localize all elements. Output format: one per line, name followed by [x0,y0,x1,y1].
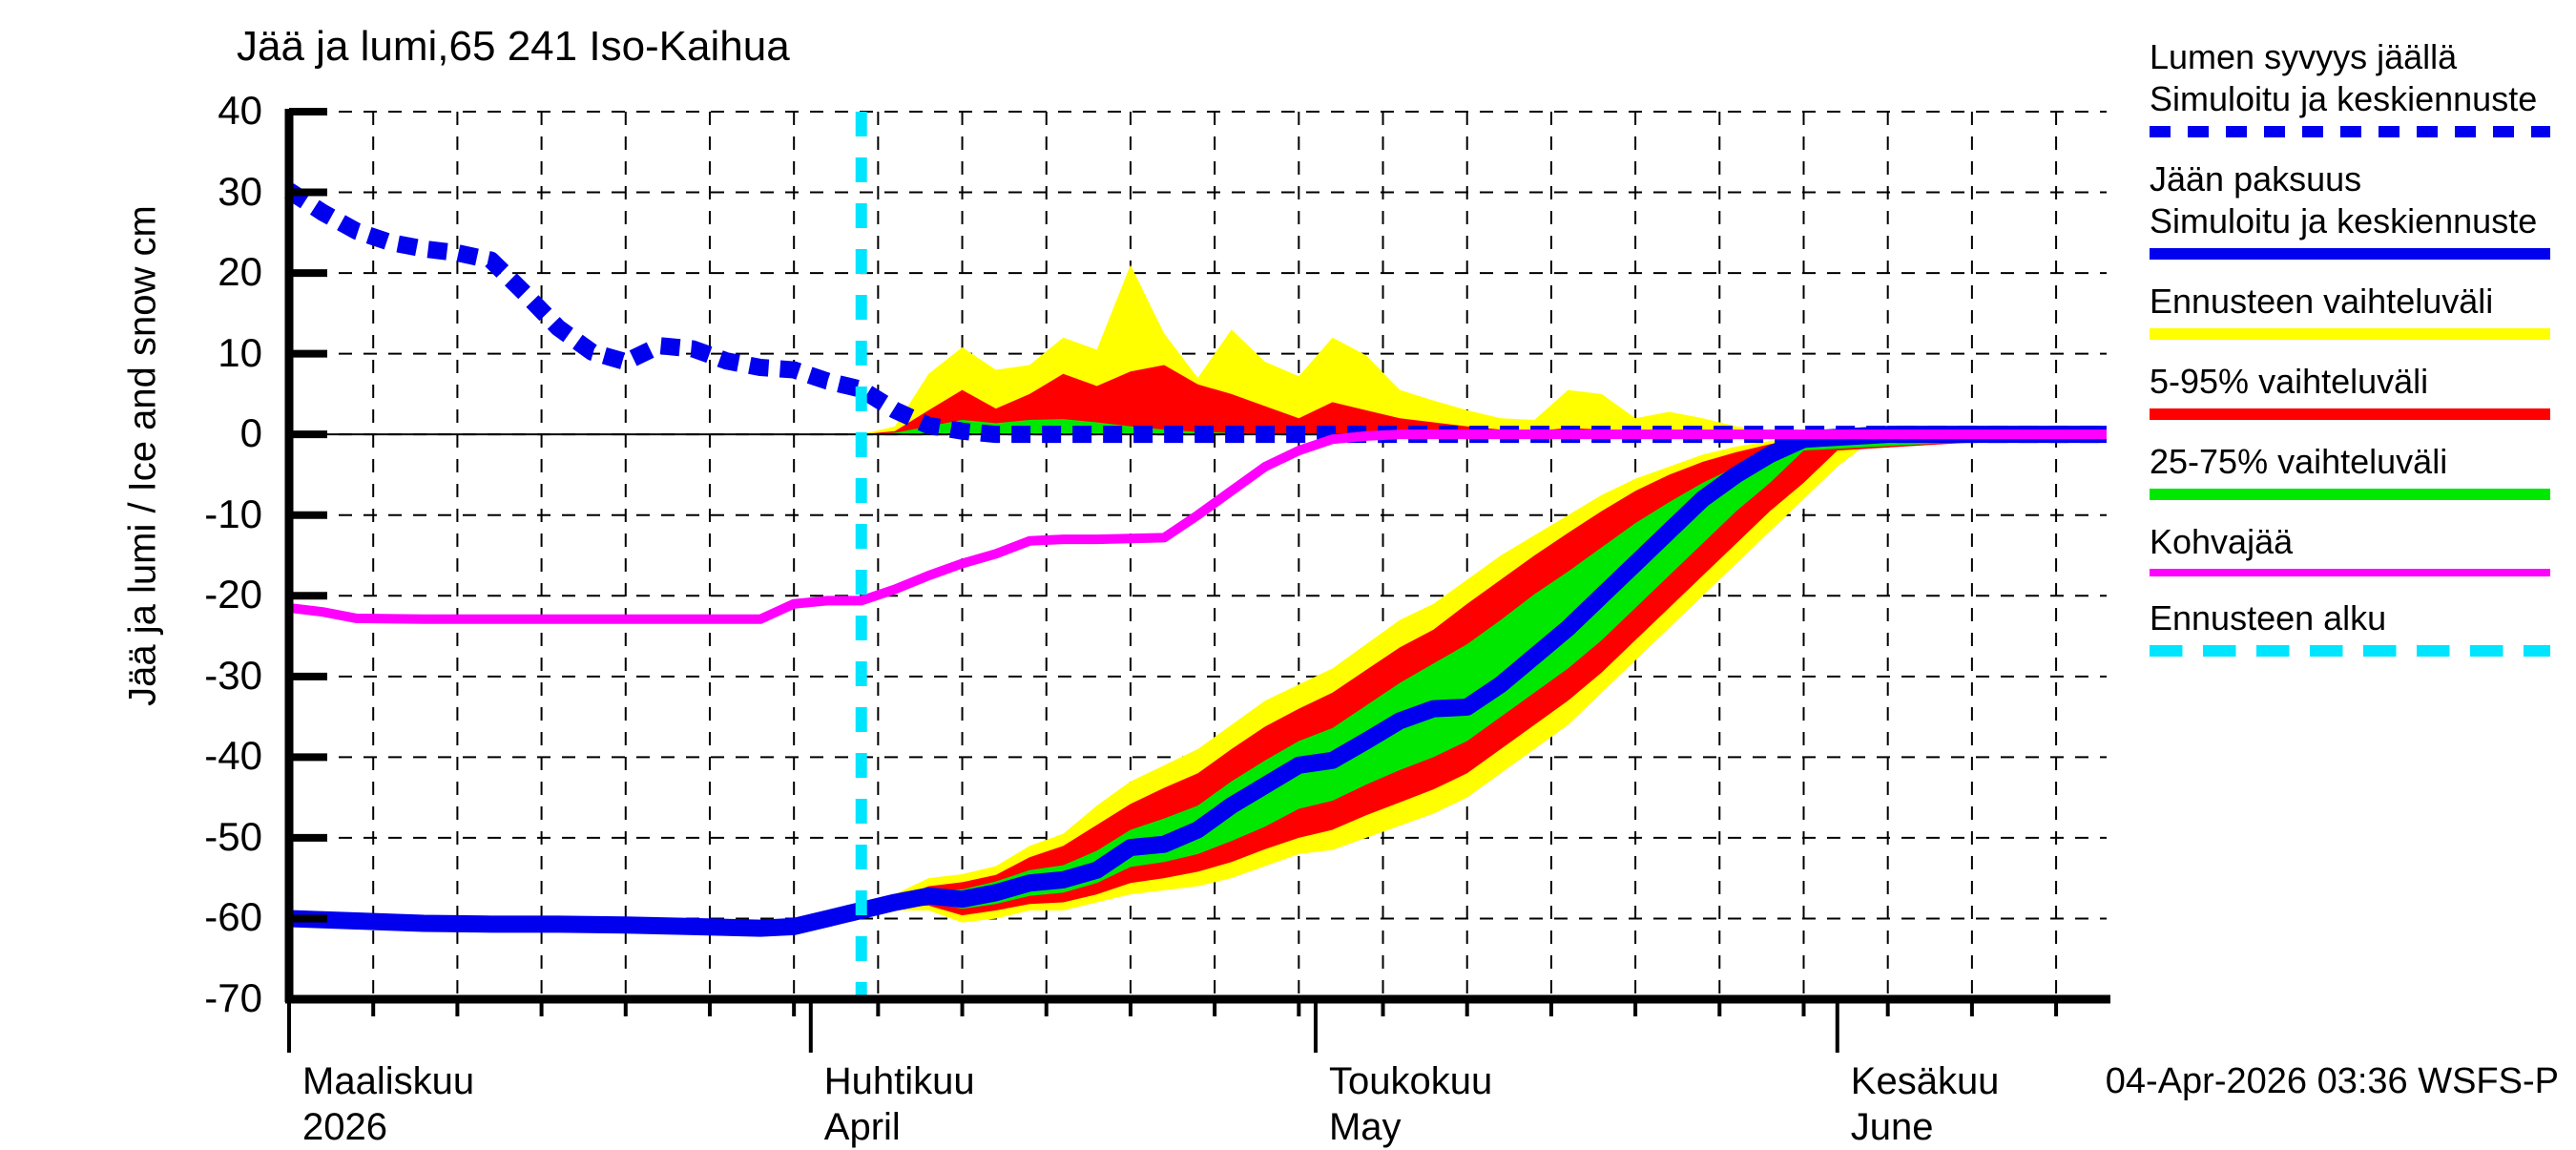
x-tick-label-fi: Toukokuu [1328,1060,1493,1102]
legend-label: Ennusteen alku [2150,598,2387,638]
x-tick-label-fi: Huhtikuu [823,1060,975,1102]
y-tick-label: 30 [218,168,262,214]
legend-swatch [2150,645,2550,657]
x-tick-label-en: June [1850,1106,1934,1148]
legend-swatch [2150,408,2550,420]
legend-item-range-5-95: 5-95% vaihteluväli [2150,361,2569,420]
x-tick-label-en: 2026 [302,1106,387,1148]
y-tick-label: 10 [218,329,262,375]
legend-swatch [2150,248,2550,260]
y-tick-label: -50 [204,813,262,859]
legend-label: Jään paksuus [2150,159,2362,199]
x-tick-label: Maaliskuu 2026 [302,1058,474,1150]
x-tick-label: Huhtikuu April [824,1058,975,1150]
legend-swatch [2150,489,2550,500]
page-title: Jää ja lumi,65 241 Iso-Kaihua [237,23,790,70]
legend-label: Simuloitu ja keskiennuste [2150,201,2538,240]
y-tick-label: -60 [204,894,262,940]
snow-depth-line [284,183,2107,444]
ice-thickness-line [288,426,2107,937]
x-tick-label-fi: Maaliskuu [302,1060,475,1102]
legend-label: Lumen syvyys jäällä [2150,37,2458,76]
legend-item-range-25-75: 25-75% vaihteluväli [2150,441,2569,500]
legend-swatch [2150,126,2550,137]
legend-item-forecast-range: Ennusteen vaihteluväli [2150,281,2569,340]
y-tick-label: 0 [239,410,262,456]
y-tick-label: -10 [204,491,262,536]
x-tick-label: Toukokuu May [1329,1058,1492,1150]
forecast-band [861,434,2108,911]
legend-item-forecast-start: Ennusteen alku [2150,597,2569,657]
y-tick-label: 20 [218,249,262,295]
y-tick-label: -70 [204,975,262,1020]
legend-label: 25-75% vaihteluväli [2150,442,2448,481]
legend-label: Ennusteen vaihteluväli [2150,282,2494,321]
y-tick-label: 40 [218,88,262,133]
legend-item-slush-ice: Kohvajää [2150,521,2569,576]
x-tick-label: Kesäkuu June [1851,1058,2000,1150]
legend-swatch [2150,569,2550,576]
legend-item-ice-thickness: Jään paksuus Simuloitu ja keskiennuste [2150,158,2569,260]
chart-legend: Lumen syvyys jäällä Simuloitu ja keskienn… [2150,36,2569,678]
x-tick-label-en: April [823,1106,901,1148]
forecast-band [861,365,2108,435]
y-tick-label: -20 [204,572,262,617]
legend-item-snow-depth-on-ice: Lumen syvyys jäällä Simuloitu ja keskienn… [2150,36,2569,137]
legend-label: Simuloitu ja keskiennuste [2150,79,2538,118]
legend-label: 5-95% vaihteluväli [2150,362,2429,401]
y-tick-label: -40 [204,733,262,779]
x-tick-label-fi: Kesäkuu [1850,1060,2000,1102]
x-tick-label-en: May [1328,1106,1402,1148]
slush-ice-line [288,429,2107,624]
legend-label: Kohvajää [2150,522,2294,561]
y-tick-label: -30 [204,652,262,698]
timestamp-label: 04-Apr-2026 03:36 WSFS-P [2105,1061,2559,1101]
legend-swatch [2150,328,2550,340]
